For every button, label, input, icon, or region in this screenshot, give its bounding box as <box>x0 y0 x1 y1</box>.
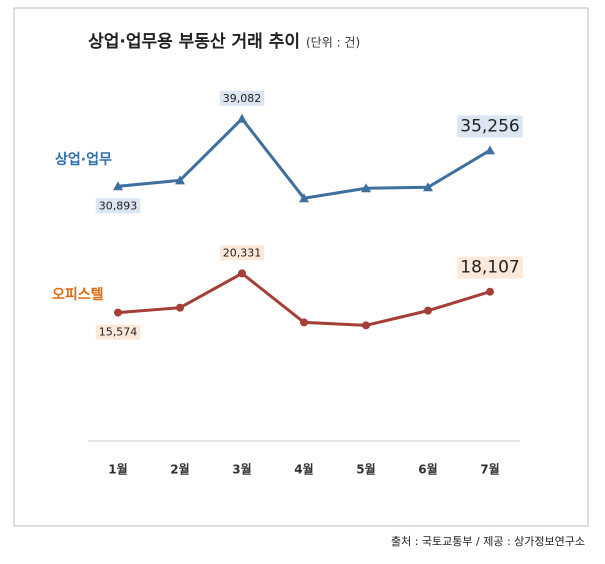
marker <box>361 183 371 193</box>
marker <box>486 287 494 296</box>
data-label: 39,082 <box>223 92 262 105</box>
marker <box>176 303 184 312</box>
x-tick-label: 3월 <box>232 462 251 477</box>
marker <box>113 181 123 191</box>
data-label-group: 20,331 <box>219 245 265 261</box>
data-label-group: 18,107 <box>457 256 523 279</box>
x-tick-label: 6월 <box>418 462 437 477</box>
data-label-bg <box>219 90 265 106</box>
marker <box>299 193 309 203</box>
x-tick-label: 4월 <box>294 462 313 477</box>
data-label: 18,107 <box>460 258 519 278</box>
x-tick-label: 1월 <box>108 462 127 477</box>
series-label: 상업·업무 <box>55 152 112 168</box>
data-label: 30,893 <box>99 199 138 212</box>
chart-title: 상업·업무용 부동산 거래 추이 <box>88 32 300 52</box>
marker <box>238 269 246 278</box>
data-label-group: 15,574 <box>95 324 141 340</box>
data-label-bg <box>457 115 523 138</box>
marker <box>362 321 370 330</box>
data-label-bg <box>219 245 265 261</box>
chart-subtitle: (단위 : 건) <box>306 36 360 50</box>
marker <box>424 306 432 315</box>
source-note: 출처 : 국토교통부 / 제공 : 상가정보연구소 <box>391 535 585 548</box>
data-label: 20,331 <box>223 246 262 259</box>
data-label-group: 30,893 <box>95 198 141 214</box>
data-label-bg <box>95 324 141 340</box>
marker <box>423 182 433 192</box>
data-label-bg <box>457 256 523 279</box>
marker <box>300 318 308 327</box>
data-label-group: 39,082 <box>219 90 265 106</box>
x-tick-label: 2월 <box>170 462 189 477</box>
series-label: 오피스텔 <box>52 287 104 303</box>
marker <box>175 175 185 185</box>
data-label-group: 35,256 <box>457 115 523 138</box>
marker <box>114 308 122 317</box>
x-tick-label: 7월 <box>480 462 499 477</box>
marker <box>485 145 495 155</box>
data-label: 15,574 <box>99 326 138 339</box>
x-tick-label: 5월 <box>356 462 375 477</box>
data-label: 35,256 <box>460 116 519 136</box>
marker <box>237 113 247 123</box>
data-label-bg <box>95 198 141 214</box>
